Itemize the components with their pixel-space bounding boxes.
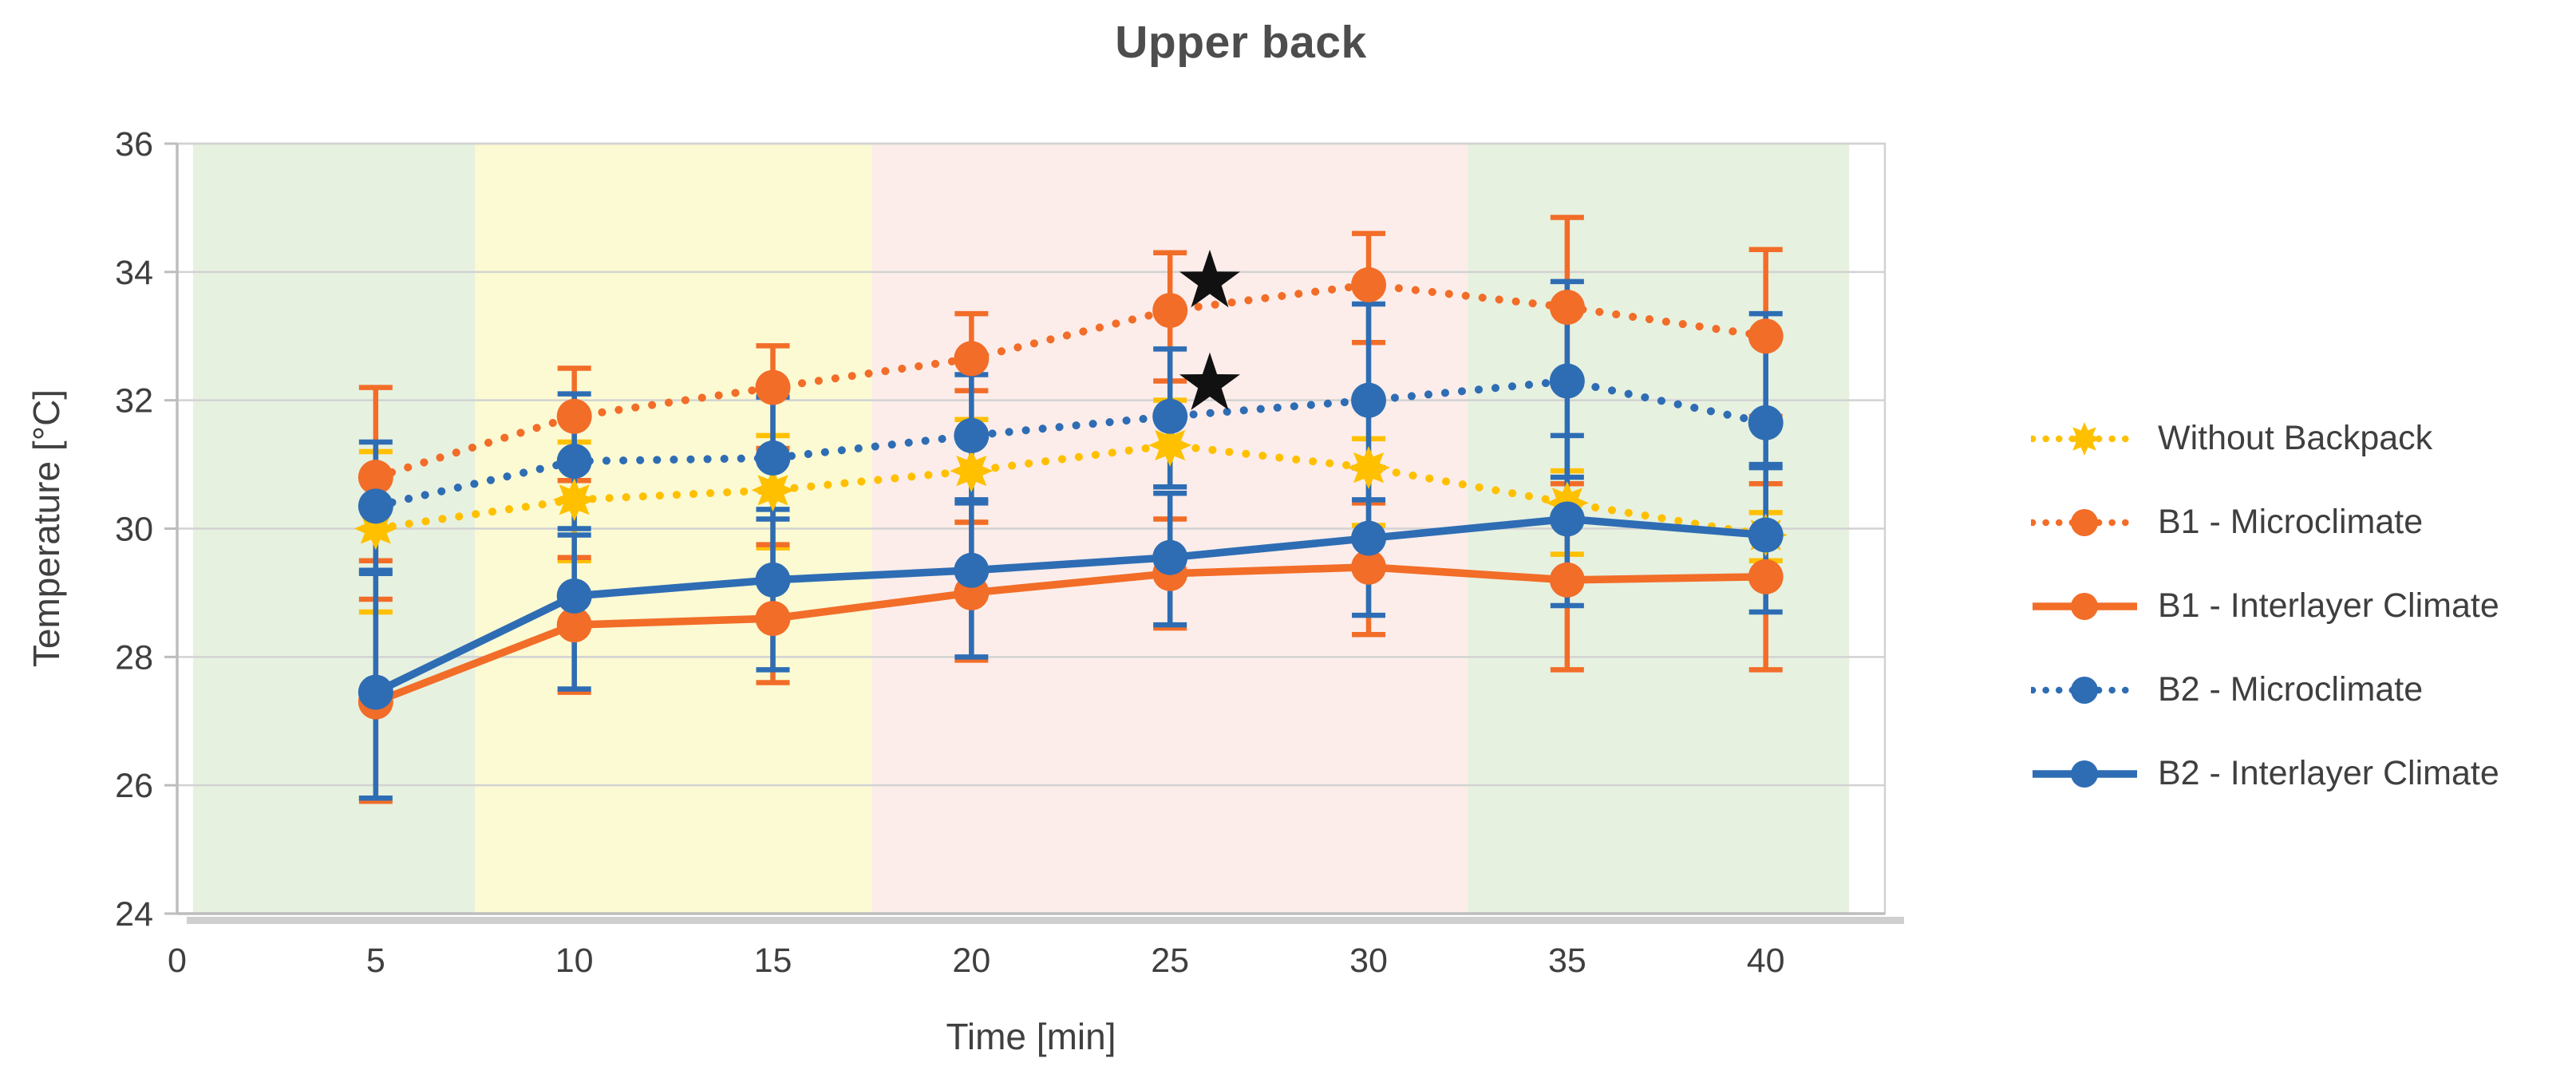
legend-label: B1 - Microclimate — [2158, 503, 2424, 541]
y-axis-title: Temperature [°C] — [26, 389, 67, 668]
svg-text:30: 30 — [1349, 942, 1388, 980]
svg-text:25: 25 — [1151, 942, 1189, 980]
svg-text:20: 20 — [952, 942, 990, 980]
legend-item-b1-microclimate: B1 - Microclimate — [2031, 480, 2499, 564]
legend-swatch-b1-interlayer-climate-icon — [2033, 592, 2137, 620]
svg-text:0: 0 — [168, 942, 187, 980]
legend-swatch-b2-microclimate-icon — [2031, 676, 2139, 704]
chart-title: Upper back — [1115, 17, 1367, 68]
legend-label: B1 - Interlayer Climate — [2158, 586, 2499, 625]
legend-swatch-b1-microclimate-icon — [2031, 508, 2139, 536]
legend-item-b2-interlayer-climate: B2 - Interlayer Climate — [2031, 732, 2499, 815]
legend-item-b1-interlayer-climate: B1 - Interlayer Climate — [2031, 564, 2499, 648]
axes — [164, 142, 1904, 924]
svg-text:30: 30 — [115, 511, 153, 549]
legend-label: B2 - Microclimate — [2158, 670, 2424, 709]
svg-text:34: 34 — [115, 254, 153, 292]
svg-text:15: 15 — [754, 942, 792, 980]
svg-text:32: 32 — [115, 382, 153, 420]
svg-text:28: 28 — [115, 638, 153, 677]
legend-item-b2-microclimate: B2 - Microclimate — [2031, 648, 2499, 732]
significance-stars — [1179, 249, 1240, 410]
svg-text:36: 36 — [115, 125, 153, 164]
svg-text:40: 40 — [1747, 942, 1785, 980]
x-axis-title: Time [min] — [946, 1016, 1116, 1057]
legend-item-without-backpack: Without Backpack — [2031, 397, 2499, 480]
legend-label: Without Backpack — [2158, 419, 2433, 457]
series-b2-interlayer-climate — [358, 501, 1784, 710]
svg-text:10: 10 — [555, 942, 594, 980]
svg-text:24: 24 — [115, 895, 153, 934]
svg-text:35: 35 — [1548, 942, 1586, 980]
svg-text:26: 26 — [115, 767, 153, 805]
svg-text:5: 5 — [366, 942, 385, 980]
series-b1-microclimate — [358, 267, 1784, 496]
significance-star-icon — [1179, 352, 1240, 410]
legend-label: B2 - Interlayer Climate — [2158, 754, 2499, 792]
significance-star-icon — [1179, 249, 1240, 308]
series-b2-microclimate — [358, 363, 1784, 524]
legend: Without Backpack B1 - Microclimate B1 - … — [2031, 397, 2499, 815]
x-tick-labels: 0 5 10 15 20 25 30 35 40 — [168, 942, 1785, 980]
legend-swatch-without-backpack-icon — [2031, 421, 2139, 456]
y-tick-labels: 36 34 32 30 28 26 24 — [115, 125, 153, 934]
legend-swatch-b2-interlayer-climate-icon — [2033, 760, 2137, 788]
